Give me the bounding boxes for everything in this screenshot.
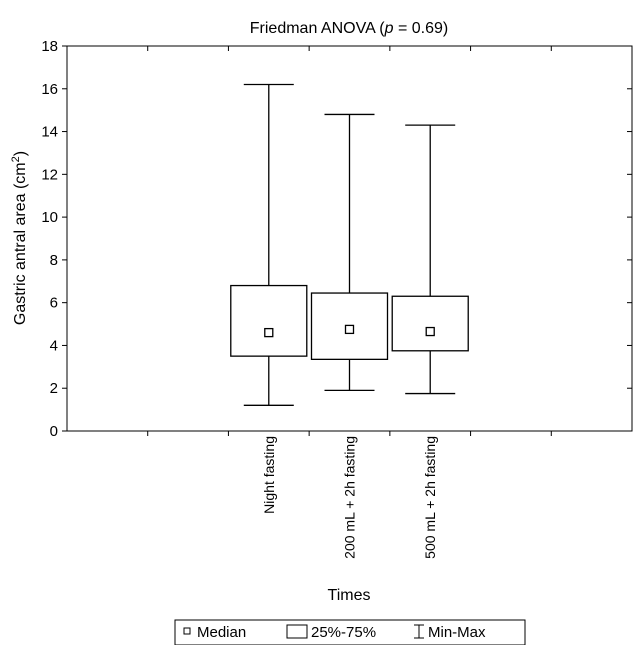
y-axis-label: Gastric antral area (cm2) (10, 151, 29, 325)
legend-box-label: 25%-75% (311, 624, 376, 641)
legend-box-symbol (286, 624, 308, 639)
category-label: Night fasting (261, 436, 277, 514)
median-marker (264, 327, 274, 338)
box-group (310, 113, 389, 392)
legend-whisker-symbol (414, 624, 424, 639)
y-tick-label: 4 (50, 337, 58, 354)
plot-frame (66, 45, 633, 432)
legend: Median 25%-75% Min-Max (174, 619, 526, 645)
x-axis-label: Times (328, 587, 371, 604)
legend-median-label: Median (197, 624, 246, 641)
box-group (391, 124, 469, 395)
y-tick-label: 12 (41, 166, 58, 183)
y-tick-label: 16 (41, 81, 58, 98)
median-marker (344, 324, 355, 335)
y-tick-label: 2 (50, 380, 58, 397)
box-group (230, 83, 308, 406)
category-labels: Night fasting 200 mL + 2h fasting 500 mL +… (261, 436, 438, 559)
legend-whisker-label: Min-Max (428, 624, 486, 641)
chart-title: Friedman ANOVA (p = 0.69) (250, 20, 448, 37)
y-tick-label: 14 (41, 124, 58, 141)
legend-median-symbol (183, 627, 191, 635)
category-label: 500 mL + 2h fasting (422, 436, 438, 559)
y-tick-label: 10 (41, 209, 58, 226)
y-tick-label: 8 (50, 252, 58, 269)
boxes (230, 83, 469, 406)
y-axis: 0 2 4 6 8 10 12 14 16 18 (41, 38, 632, 440)
iqr-box (391, 295, 469, 352)
y-tick-label: 6 (50, 295, 58, 312)
legend-frame (174, 619, 526, 645)
category-label: 200 mL + 2h fasting (342, 436, 358, 559)
x-axis-ticks (147, 46, 552, 436)
y-tick-label: 18 (41, 38, 58, 55)
iqr-box (230, 284, 308, 357)
y-tick-label: 0 (50, 423, 58, 440)
median-marker (425, 326, 435, 337)
